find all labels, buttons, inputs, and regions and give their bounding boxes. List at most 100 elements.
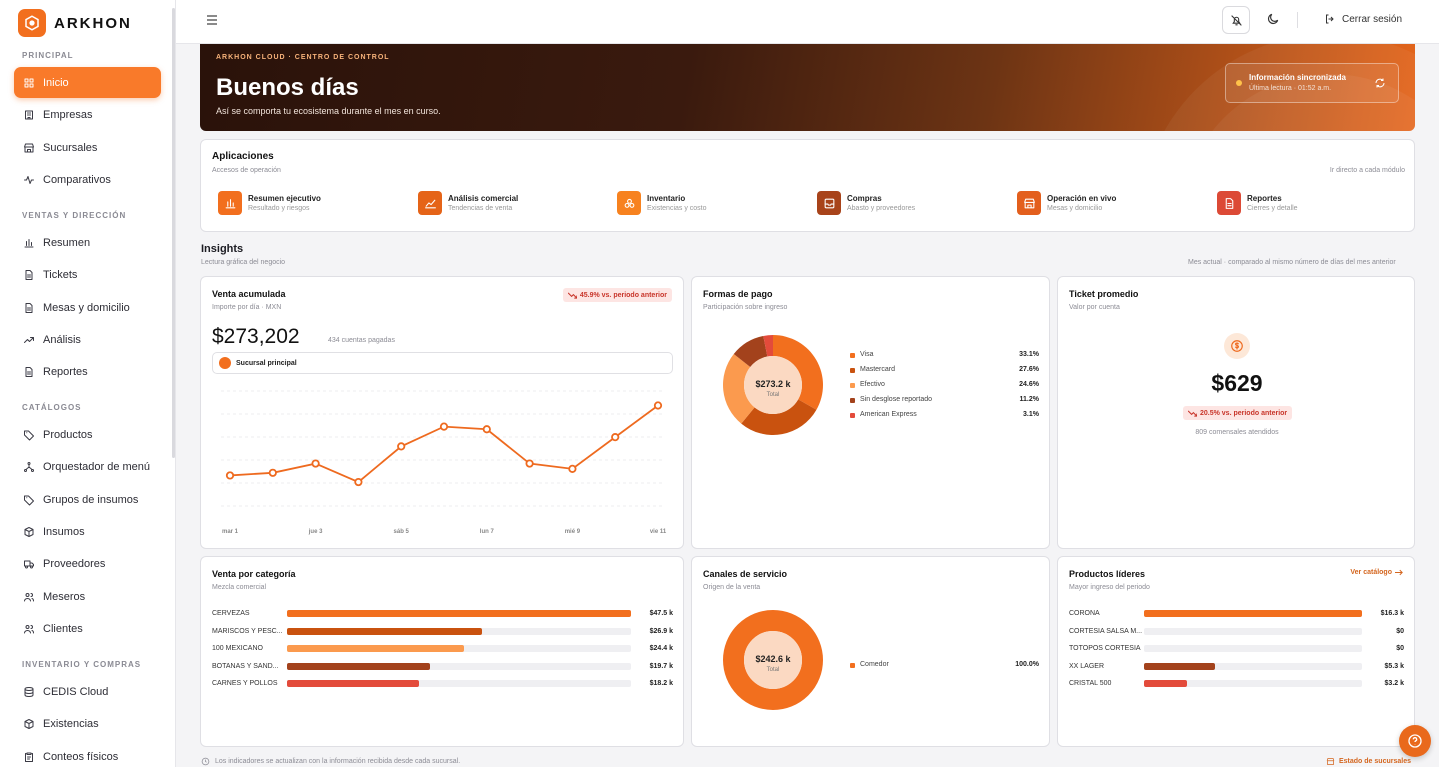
app-text: Operación en vivo Mesas y domicilio [1047,194,1116,212]
sidebar-item-conteos-f-sicos[interactable]: Conteos físicos [14,741,161,767]
sidebar-item-mesas-y-domicilio[interactable]: Mesas y domicilio [14,292,161,323]
sales-data-point[interactable] [268,468,277,477]
truck-icon [23,558,43,570]
app-shortcut[interactable]: Análisis comercial Tendencias de venta [418,191,518,215]
app-text: Inventario Existencias y costo [647,194,707,212]
legend-label: Comedor [860,661,889,668]
sidebar-item-an-lisis[interactable]: Análisis [14,324,161,355]
sidebar-item-comparativos[interactable]: Comparativos [14,164,161,195]
donut-slice[interactable] [723,354,755,424]
sidebar-item-insumos[interactable]: Insumos [14,516,161,547]
sidebar-item-inicio[interactable]: Inicio [14,67,161,98]
sidebar-item-empresas[interactable]: Empresas [14,99,161,130]
notifications-off-button[interactable] [1222,6,1250,34]
sales-data-point[interactable] [525,459,534,468]
users-icon [23,591,43,603]
sidebar-item-tickets[interactable]: Tickets [14,259,161,290]
branch-status-link[interactable]: Estado de sucursales [1326,757,1411,766]
footer-note: Los indicadores se actualizan con la inf… [201,757,460,766]
sales-subtitle: Importe por día · MXN [212,304,282,311]
moon-icon[interactable] [1266,12,1280,26]
sidebar-item-meseros[interactable]: Meseros [14,581,161,612]
sidebar-scrollbar[interactable] [172,8,175,458]
bar-row: BOTANAS Y SAND... $19.7 k [212,662,673,672]
branch-icon [219,357,231,369]
donut-slice[interactable] [763,335,773,357]
tag-icon [23,494,43,506]
donut-slice[interactable] [733,335,768,368]
app-name: Compras [847,194,882,203]
sales-data-point[interactable] [611,433,620,442]
footer-note-text: Los indicadores se actualizan con la inf… [215,758,461,765]
avg-ticket-change-badge: 20.5% vs. periodo anterior [1183,406,1293,420]
sales-data-point[interactable] [653,401,663,410]
app-name: Inventario [647,194,686,203]
sidebar-item-label: CEDIS Cloud [43,685,109,698]
donut-slice[interactable] [723,610,823,710]
sidebar-item-cedis-cloud[interactable]: CEDIS Cloud [14,676,161,707]
app-text: Reportes Cierres y detalle [1247,194,1298,212]
sidebar-section-title: PRINCIPAL [22,51,74,60]
refresh-icon[interactable] [1374,77,1386,89]
brand[interactable]: ARKHON [18,8,132,38]
apps-card: Aplicaciones Accesos de operación Ir dir… [200,139,1415,232]
bar-fill[interactable] [1144,662,1215,670]
bar-category-label: BOTANAS Y SAND... [212,662,279,670]
bar-category-label: MARISCOS Y PESC... [212,627,283,635]
menu-icon[interactable] [206,14,218,26]
sales-data-point[interactable] [482,425,491,434]
sales-data-point[interactable] [225,471,235,480]
app-shortcut[interactable]: Inventario Existencias y costo [617,191,707,215]
sidebar-item-productos[interactable]: Productos [14,419,161,450]
donut-slice[interactable] [741,399,817,435]
sidebar-item-label: Reportes [43,365,88,378]
sales-data-point[interactable] [397,442,406,451]
bar-track [1144,662,1362,670]
app-shortcut[interactable]: Compras Abasto y proveedores [817,191,915,215]
sales-data-point[interactable] [311,459,320,468]
app-shortcut[interactable]: Reportes Cierres y detalle [1217,191,1298,215]
sales-line-chart: mar 1 jue 3 sáb 5 lun 7 mié 9 vie 11 [221,390,667,535]
top-products-title: Productos líderes [1069,569,1146,579]
sidebar-item-resumen[interactable]: Resumen [14,227,161,258]
sales-data-point[interactable] [568,464,577,473]
bar-fill[interactable] [287,680,419,687]
legend-label: Mastercard [860,366,896,373]
users-icon [23,623,43,635]
sidebar-item-label: Análisis [43,333,81,346]
sidebar-item-grupos-de-insumos[interactable]: Grupos de insumos [14,484,161,515]
sidebar-item-proveedores[interactable]: Proveedores [14,548,161,579]
area-chart-icon [418,191,442,215]
bar-fill[interactable] [287,645,464,652]
view-catalog-link[interactable]: Ver catálogo [1350,569,1403,576]
sidebar-item-existencias[interactable]: Existencias [14,708,161,739]
donut-total-label: Total [767,392,780,398]
bar-fill[interactable] [1144,680,1187,687]
sidebar-item-reportes[interactable]: Reportes [14,356,161,387]
bar-fill[interactable] [287,627,482,635]
app-shortcut[interactable]: Operación en vivo Mesas y domicilio [1017,191,1116,215]
branch-selector[interactable]: Sucursal principal [212,352,673,374]
help-button[interactable] [1399,725,1431,757]
document-icon [1217,191,1241,215]
app-shortcut[interactable]: Resumen ejecutivo Resultado y riesgos [218,191,321,215]
sidebar-item-clientes[interactable]: Clientes [14,613,161,644]
sidebar-item-orquestador-de-men-[interactable]: Orquestador de menú [14,451,161,482]
sales-data-point[interactable] [439,422,449,431]
grid-icon [23,77,43,89]
donut-slice[interactable] [773,335,823,410]
app-text: Compras Abasto y proveedores [847,194,915,212]
donut-center [744,631,802,689]
avg-ticket-amount: $629 [1211,370,1263,396]
legend-item: American Express 3.1% [850,411,1039,421]
legend-percent: 100.0% [1015,661,1039,668]
bar-fill[interactable] [1144,610,1362,617]
sales-data-point[interactable] [354,477,363,487]
app-text: Resumen ejecutivo Resultado y riesgos [248,194,321,212]
donut-total-value: $242.6 k [755,654,791,664]
logout-button[interactable]: Cerrar sesión [1324,13,1402,25]
bar-fill[interactable] [287,610,631,617]
bar-fill[interactable] [287,662,430,670]
sidebar-item-sucursales[interactable]: Sucursales [14,132,161,163]
hero-banner: ARKHON CLOUD · CENTRO DE CONTROL Buenos … [200,44,1415,131]
